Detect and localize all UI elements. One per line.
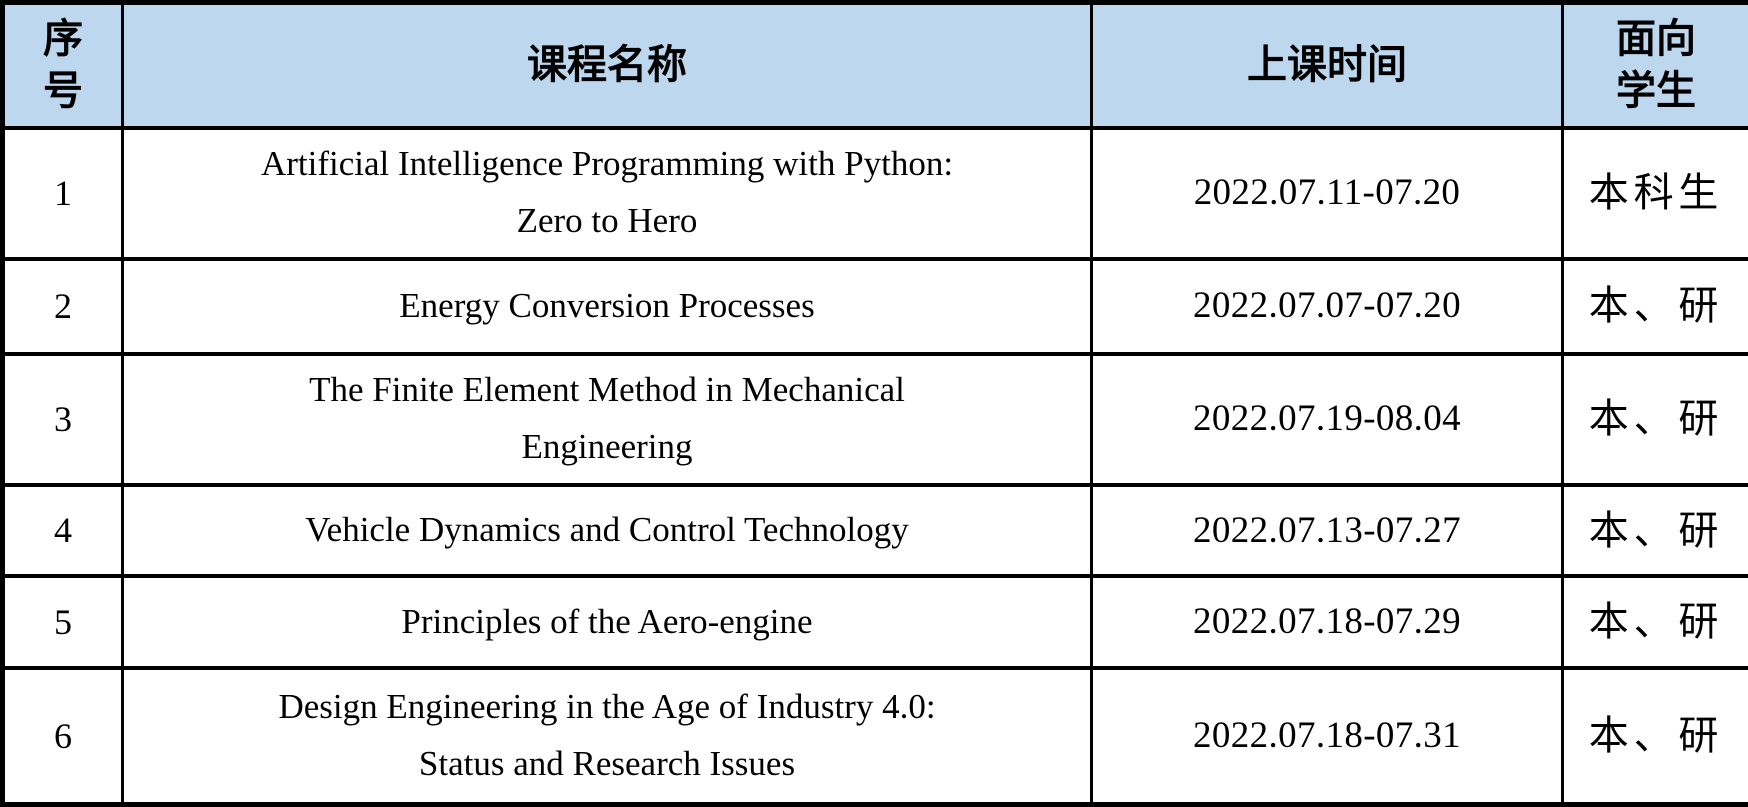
serial-number-cell: 4 — [1, 482, 124, 579]
table-row: 4 Vehicle Dynamics and Control Technolog… — [1, 482, 1748, 579]
header-cell-target-students: 面向 学生 — [1561, 0, 1748, 130]
target-students-cell: 本科生 — [1561, 125, 1748, 261]
class-time-cell: 2022.07.11-07.20 — [1090, 125, 1564, 261]
class-time-cell: 2022.07.13-07.27 — [1090, 482, 1564, 579]
table-row: 6 Design Engineering in the Age of Indus… — [1, 665, 1748, 807]
table-row: 5 Principles of the Aero-engine 2022.07.… — [1, 574, 1748, 670]
serial-number-cell: 1 — [1, 125, 124, 261]
target-students-cell: 本、研 — [1561, 351, 1748, 487]
table-header: 序 号 课程名称 上课时间 面向 学生 — [1, 0, 1748, 130]
serial-number-cell: 3 — [1, 351, 124, 487]
target-students-cell: 本、研 — [1561, 665, 1748, 807]
class-time-cell: 2022.07.18-07.29 — [1090, 574, 1564, 670]
course-name-cell: Design Engineering in the Age of Industr… — [121, 665, 1093, 807]
class-time-cell: 2022.07.07-07.20 — [1090, 256, 1564, 356]
header-row: 序 号 课程名称 上课时间 面向 学生 — [1, 0, 1748, 130]
class-time-cell: 2022.07.18-07.31 — [1090, 665, 1564, 807]
course-name-cell: Energy Conversion Processes — [121, 256, 1093, 356]
table-row: 3 The Finite Element Method in Mechanica… — [1, 351, 1748, 487]
table-body: 1 Artificial Intelligence Programming wi… — [1, 125, 1748, 807]
serial-number-cell: 5 — [1, 574, 124, 670]
course-name-cell: Artificial Intelligence Programming with… — [121, 125, 1093, 261]
header-cell-course-name: 课程名称 — [121, 0, 1093, 130]
class-time-cell: 2022.07.19-08.04 — [1090, 351, 1564, 487]
table-row: 1 Artificial Intelligence Programming wi… — [1, 125, 1748, 261]
target-students-cell: 本、研 — [1561, 482, 1748, 579]
course-name-cell: Vehicle Dynamics and Control Technology — [121, 482, 1093, 579]
header-cell-serial-number: 序 号 — [1, 0, 124, 130]
target-students-cell: 本、研 — [1561, 256, 1748, 356]
course-name-cell: Principles of the Aero-engine — [121, 574, 1093, 670]
serial-number-cell: 2 — [1, 256, 124, 356]
serial-number-cell: 6 — [1, 665, 124, 807]
header-cell-class-time: 上课时间 — [1090, 0, 1564, 130]
table-row: 2 Energy Conversion Processes 2022.07.07… — [1, 256, 1748, 356]
target-students-cell: 本、研 — [1561, 574, 1748, 670]
course-name-cell: The Finite Element Method in Mechanical … — [121, 351, 1093, 487]
